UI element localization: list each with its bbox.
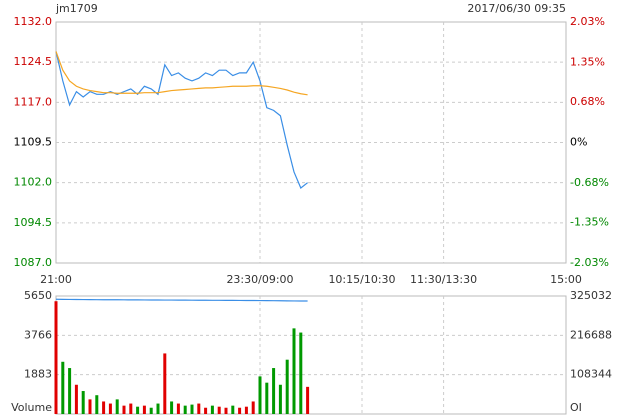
y2-tick-label: 108344 — [570, 368, 612, 381]
volume-bar — [244, 406, 248, 414]
volume-bar — [299, 332, 303, 414]
volume-bar — [102, 401, 106, 414]
volume-bar — [292, 328, 296, 414]
y2-tick-label: 325032 — [570, 289, 612, 302]
volume-bar — [176, 403, 180, 414]
volume-bar — [197, 403, 201, 414]
x-tick-label: 15:00 — [550, 273, 582, 286]
volume-bar — [74, 384, 78, 414]
volume-bar — [81, 391, 85, 414]
x-tick-label: 10:15/10:30 — [328, 273, 395, 286]
y-tick-label: 5650 — [24, 289, 52, 302]
price-line — [55, 51, 308, 96]
symbol: jm1709 — [55, 2, 98, 15]
oi-line — [55, 298, 308, 302]
y-tick-label: 1087.0 — [14, 256, 53, 269]
x-tick-label: 21:00 — [40, 273, 72, 286]
y2-tick-label: -0.68% — [570, 176, 609, 189]
volume-bar — [204, 407, 208, 414]
volume-bar — [122, 405, 126, 414]
volume-bar — [224, 407, 228, 414]
volume-bar — [265, 382, 269, 414]
y2-tick-label: -2.03% — [570, 256, 609, 269]
y2-tick-label: 216688 — [570, 328, 612, 341]
volume-bar — [251, 401, 255, 414]
y-tick-label: 1124.5 — [14, 55, 53, 68]
volume-bar — [136, 406, 140, 414]
y2-tick-label: OI — [570, 401, 582, 414]
y2-tick-label: 0.68% — [570, 95, 605, 108]
volume-bar — [217, 406, 221, 414]
x-tick-label: 11:30/13:30 — [410, 273, 477, 286]
volume-frame — [55, 295, 567, 415]
volume-bar — [285, 359, 289, 414]
y-tick-label: 1109.5 — [14, 136, 53, 149]
volume-bar — [306, 386, 310, 414]
volume-bar — [149, 407, 153, 414]
y2-tick-label: 2.03% — [570, 15, 605, 28]
volume-bar — [163, 353, 167, 414]
y-tick-label: 1883 — [24, 368, 52, 381]
volume-bar — [129, 403, 133, 414]
volume-bar — [210, 405, 214, 414]
volume-bar — [115, 399, 119, 414]
y2-tick-label: 0% — [570, 136, 587, 149]
x-tick-label: 23:30/09:00 — [226, 273, 293, 286]
volume-bar — [68, 368, 72, 414]
y2-tick-label: -1.35% — [570, 216, 609, 229]
y-tick-label: 1102.0 — [14, 176, 53, 189]
volume-bar — [231, 405, 235, 414]
y-tick-label: 1132.0 — [14, 15, 53, 28]
volume-bar — [156, 403, 160, 414]
volume-bar — [238, 407, 242, 414]
y-tick-label: 1117.0 — [14, 95, 53, 108]
volume-bar — [54, 301, 58, 414]
price-line — [55, 51, 308, 189]
volume-bar — [61, 361, 65, 414]
y-tick-label: 3766 — [24, 328, 52, 341]
y2-tick-label: 1.35% — [570, 55, 605, 68]
volume-bar — [183, 405, 187, 414]
volume-bar — [272, 368, 276, 414]
volume-bar — [278, 384, 282, 414]
volume-bar — [88, 399, 92, 414]
y-tick-label: Volume — [11, 401, 52, 414]
volume-bar — [190, 404, 194, 414]
y-tick-label: 1094.5 — [14, 216, 53, 229]
volume-bar — [170, 401, 174, 414]
timestamp: 2017/06/30 09:35 — [467, 2, 566, 15]
volume-bar — [258, 376, 262, 414]
volume-bar — [142, 405, 146, 414]
volume-bar — [95, 395, 99, 414]
volume-bar — [108, 403, 112, 414]
